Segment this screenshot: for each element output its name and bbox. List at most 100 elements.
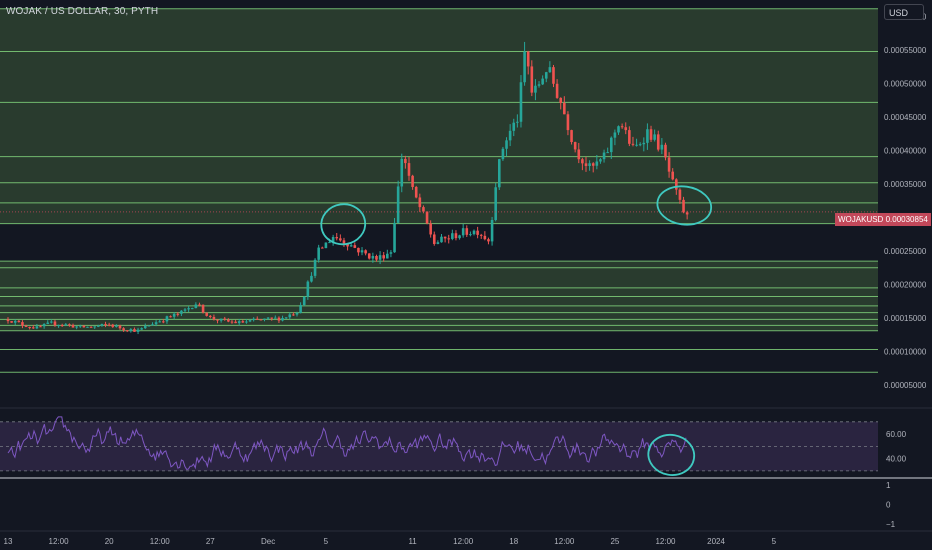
candle-body	[595, 161, 599, 166]
candle-body	[165, 316, 169, 322]
candle-body	[104, 324, 107, 326]
candle-body	[129, 329, 133, 332]
candle-body	[133, 329, 136, 332]
candle-body	[472, 230, 476, 235]
candle-body	[252, 318, 255, 321]
time-tick-label: 12:00	[554, 537, 575, 546]
candle-body	[447, 238, 451, 240]
candle-body	[154, 322, 158, 325]
candle-body	[306, 281, 310, 297]
candle-body	[588, 163, 591, 166]
candle-body	[17, 320, 21, 323]
time-tick-label: 12:00	[49, 537, 70, 546]
candle-body	[548, 67, 552, 73]
candle-body	[396, 186, 400, 223]
candle-body	[418, 197, 422, 208]
candle-body	[353, 245, 357, 248]
candle-body	[71, 324, 75, 328]
candle-body	[190, 308, 194, 310]
candle-body	[349, 245, 353, 247]
candle-body	[302, 296, 306, 306]
candle-body	[136, 329, 140, 332]
candle-body	[440, 236, 443, 243]
candle-body	[230, 321, 234, 323]
price-tick-label: 0.00050000	[884, 80, 927, 89]
rsi-pane: 60.00 40.00	[0, 407, 932, 476]
candle-body	[476, 230, 479, 235]
time-axis: 13 12:00 20 12:00 27 Dec 5 11 12:00 18 12:00 25 12:0…	[0, 530, 932, 546]
candle-body	[6, 319, 10, 322]
last-price-tag: WOJAKUSD 0.00030854	[835, 213, 931, 226]
candle-body	[617, 126, 620, 133]
candle-body	[13, 320, 17, 323]
annotation-circle-1	[320, 203, 367, 246]
candle-body	[143, 325, 147, 329]
candle-body	[24, 325, 28, 327]
candle-body	[53, 321, 57, 326]
candle-body	[320, 247, 324, 249]
candle-body	[367, 253, 371, 259]
candle-body	[584, 163, 588, 166]
candle-body	[378, 255, 382, 260]
candle-body	[570, 130, 573, 143]
candle-body	[649, 129, 653, 140]
candle-body	[187, 308, 190, 310]
candle-body	[57, 325, 60, 327]
candle-body	[227, 319, 230, 322]
candle-body	[277, 317, 281, 321]
candle-body	[400, 158, 404, 187]
candle-body	[209, 315, 212, 317]
candle-body	[443, 236, 447, 239]
candle-body	[432, 234, 436, 244]
candle-body	[31, 327, 35, 329]
candle-body	[559, 97, 563, 103]
candle-body	[198, 304, 201, 306]
candle-body	[245, 321, 248, 323]
candle-body	[671, 171, 674, 180]
price-tick-label: 0.00015000	[884, 314, 927, 323]
chart-title: WOJAK / US DOLLAR, 30, PYTH	[6, 6, 159, 17]
candle-body	[50, 321, 53, 323]
candle-body	[628, 130, 631, 144]
candle-body	[631, 143, 635, 145]
candle-body	[544, 72, 548, 79]
time-tick-label: 25	[610, 537, 619, 546]
candle-body	[183, 309, 187, 311]
candle-body	[281, 317, 284, 321]
candle-body	[563, 102, 566, 115]
candle-body	[411, 175, 414, 187]
price-zone-2	[0, 261, 878, 331]
price-tick-label: 0.00010000	[884, 347, 927, 356]
candle-body	[248, 320, 252, 322]
candle-body	[404, 158, 407, 164]
candles	[6, 41, 689, 335]
oscillator-tick-label: −1	[886, 520, 896, 529]
rsi-line	[7, 416, 687, 470]
price-tick-label: 0.00020000	[884, 281, 927, 290]
candle-body	[274, 317, 277, 319]
candle-body	[682, 199, 685, 213]
candle-body	[678, 189, 682, 200]
candle-body	[176, 313, 180, 315]
candle-body	[498, 159, 501, 188]
currency-button[interactable]: USD	[884, 4, 924, 20]
time-tick-label: 12:00	[150, 537, 171, 546]
candle-body	[39, 326, 42, 328]
candle-body	[89, 326, 93, 328]
candle-body	[172, 313, 176, 317]
candle-body	[284, 317, 288, 319]
candle-body	[270, 317, 274, 319]
candle-body	[241, 321, 245, 323]
candle-body	[487, 239, 490, 242]
candle-body	[534, 85, 537, 93]
candle-body	[201, 304, 205, 313]
candle-body	[501, 148, 505, 160]
candle-body	[60, 325, 64, 327]
price-axis: 0.000600000.000550000.000500000.00045000…	[878, 0, 932, 550]
candle-body	[259, 319, 263, 321]
candle-body	[75, 326, 78, 328]
candle-body	[591, 163, 595, 166]
